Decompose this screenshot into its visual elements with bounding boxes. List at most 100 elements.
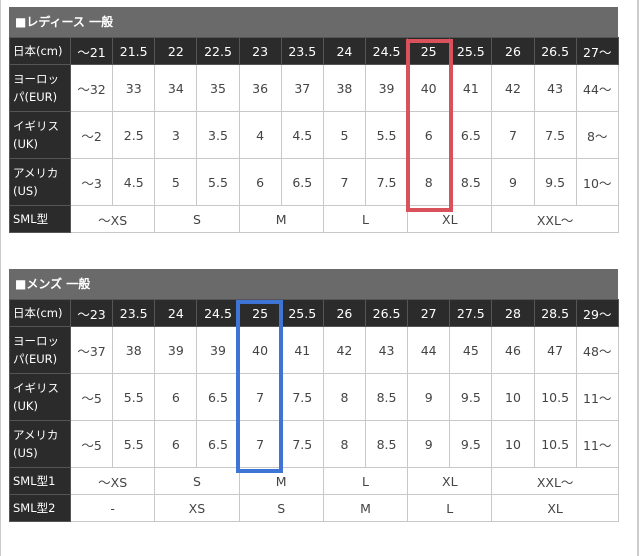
table-cell: 38 (112, 326, 156, 374)
header-cell: 27.5 (449, 299, 493, 327)
table-cell: 40 (407, 64, 451, 112)
row-label: アメリカ (US) (9, 420, 71, 468)
table-cell: 41 (449, 64, 493, 112)
header-cell: 〜23 (69, 299, 114, 327)
header-cell: 28 (491, 299, 535, 327)
sml-cell: XXL〜 (491, 467, 619, 495)
sml-row: SML型2- XS S M L XL (9, 494, 619, 522)
ladies-title: ■レディース 一般 (9, 7, 618, 37)
mens-size-chart: ■メンズ 一般 日本(cm) 〜23 23.5 24 24.5 25 25.5 26 26.5 2… (9, 269, 619, 522)
table-cell: 7.5 (280, 373, 324, 421)
sml-cell: L (322, 467, 409, 495)
row-label: イギリス (UK) (9, 111, 71, 159)
row-label: イギリス (UK) (9, 373, 71, 421)
header-cell: 24.5 (364, 37, 409, 65)
table-cell: 5 (154, 158, 198, 206)
table-cell: 8〜 (575, 111, 619, 159)
table-cell: 7.5 (280, 420, 324, 468)
sml-row: SML型 〜XS S M L XL XXL〜 (9, 205, 619, 233)
table-cell: 〜37 (69, 326, 114, 374)
sml-cell: XL (407, 205, 493, 233)
sml-cell: XL (407, 467, 493, 495)
table-cell: 4.5 (112, 158, 156, 206)
header-cell: 24 (322, 37, 366, 65)
row-label: ヨーロッ パ(EUR) (9, 326, 71, 374)
sml-cell: - (69, 494, 156, 522)
sml-cell: S (238, 494, 324, 522)
table-cell: 〜3 (69, 158, 114, 206)
header-cell: 24 (154, 299, 198, 327)
frame-right (637, 0, 639, 556)
header-cell: 28.5 (533, 299, 577, 327)
table-cell: 10 (491, 420, 535, 468)
table-cell: 41 (280, 326, 324, 374)
header-cell: 25.5 (449, 37, 493, 65)
table-cell: 6.5 (196, 373, 240, 421)
table-cell: 38 (322, 64, 366, 112)
table-cell: 48〜 (575, 326, 619, 374)
table-cell: 47 (533, 326, 577, 374)
table-cell: 10.5 (533, 420, 577, 468)
table-cell: 37 (280, 64, 324, 112)
table-cell: 39 (196, 326, 240, 374)
header-cell: 25 (407, 37, 451, 65)
table-cell: 42 (491, 64, 535, 112)
table-cell: 2.5 (112, 111, 156, 159)
sml-cell: S (154, 205, 240, 233)
table-cell: 〜32 (69, 64, 114, 112)
row-label: SML型 (9, 205, 71, 233)
table-cell: 6 (154, 420, 198, 468)
table-cell: 3 (154, 111, 198, 159)
table-cell: 9.5 (449, 373, 493, 421)
table-cell: 8 (407, 158, 451, 206)
table-row: ヨーロッ パ(EUR) 〜37 38 39 39 40 41 42 43 44 45 46 47 48〜 (9, 326, 619, 374)
row-label: 日本(cm) (9, 37, 71, 65)
sml-cell: M (238, 467, 324, 495)
row-label: 日本(cm) (9, 299, 71, 327)
table-cell: 〜5 (69, 420, 114, 468)
table-cell: 10〜 (575, 158, 619, 206)
table-row: ヨーロッ パ(EUR) 〜32 33 34 35 36 37 38 39 40 41 42 43 44〜 (9, 64, 619, 112)
row-label: ヨーロッ パ(EUR) (9, 64, 71, 112)
table-cell: 11〜 (575, 420, 619, 468)
row-label: SML型1 (9, 467, 71, 495)
table-cell: 3.5 (196, 111, 240, 159)
sml-cell: 〜XS (69, 205, 156, 233)
table-cell: 6.5 (196, 420, 240, 468)
table-cell: 7 (238, 420, 282, 468)
table-cell: 6 (154, 373, 198, 421)
table-cell: 7.5 (533, 111, 577, 159)
table-cell: 8 (322, 420, 366, 468)
table-cell: 6 (407, 111, 451, 159)
table-cell: 44〜 (575, 64, 619, 112)
header-cell: 〜21 (69, 37, 114, 65)
header-row: 日本(cm) 〜23 23.5 24 24.5 25 25.5 26 26.5 27 27.5 28 2… (9, 299, 619, 327)
header-cell: 26 (322, 299, 366, 327)
ladies-size-table: 日本(cm) 〜21 21.5 22 22.5 23 23.5 24 24.5 25 25.5 26 2… (9, 37, 619, 233)
table-cell: 5.5 (364, 111, 409, 159)
header-row: 日本(cm) 〜21 21.5 22 22.5 23 23.5 24 24.5 25 25.5 26 2… (9, 37, 619, 65)
table-cell: 6 (238, 158, 282, 206)
table-row: イギリス (UK) 〜5 5.5 6 6.5 7 7.5 8 8.5 9 9.5 10 10.5 11〜 (9, 373, 619, 421)
table-cell: 9 (407, 420, 451, 468)
header-cell: 25.5 (280, 299, 324, 327)
table-cell: 10.5 (533, 373, 577, 421)
table-cell: 8.5 (449, 158, 493, 206)
table-cell: 7.5 (364, 158, 409, 206)
table-cell: 〜5 (69, 373, 114, 421)
row-label: SML型2 (9, 494, 71, 522)
sml-cell: M (322, 494, 409, 522)
table-cell: 35 (196, 64, 240, 112)
table-cell: 6.5 (449, 111, 493, 159)
table-cell: 7 (322, 158, 366, 206)
table-cell: 36 (238, 64, 282, 112)
sml-cell: 〜XS (69, 467, 156, 495)
header-cell: 23.5 (112, 299, 156, 327)
table-row: アメリカ (US) 〜3 4.5 5 5.5 6 6.5 7 7.5 8 8.5 9 9.5 10〜 (9, 158, 619, 206)
header-cell: 27 (407, 299, 451, 327)
row-label: アメリカ (US) (9, 158, 71, 206)
table-cell: 42 (322, 326, 366, 374)
table-cell: 9.5 (449, 420, 493, 468)
sml-cell: XXL〜 (491, 205, 619, 233)
header-cell: 26.5 (364, 299, 409, 327)
